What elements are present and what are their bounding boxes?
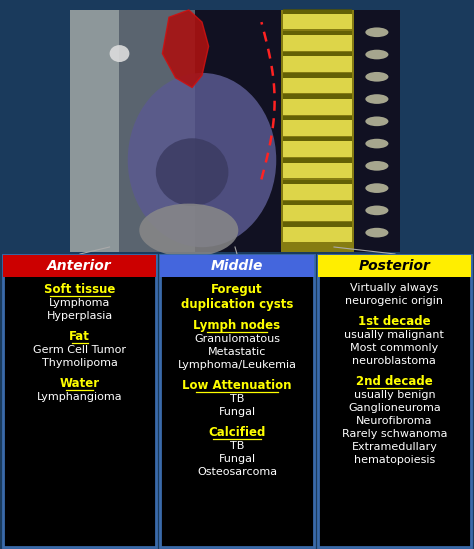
- Text: Calcified: Calcified: [208, 426, 266, 439]
- Ellipse shape: [156, 138, 228, 206]
- Bar: [283, 180, 352, 184]
- Text: Posterior: Posterior: [358, 259, 430, 273]
- Bar: [70, 10, 400, 252]
- Ellipse shape: [365, 161, 389, 171]
- Bar: [283, 94, 352, 99]
- Bar: [283, 56, 352, 72]
- Text: Extramedullary: Extramedullary: [351, 442, 438, 452]
- Polygon shape: [163, 10, 209, 87]
- Text: Metastatic: Metastatic: [208, 347, 266, 357]
- Bar: [283, 35, 352, 51]
- Ellipse shape: [365, 228, 389, 238]
- Text: 2nd decade: 2nd decade: [356, 375, 433, 388]
- Bar: [3, 255, 156, 277]
- Text: Thymolipoma: Thymolipoma: [42, 358, 118, 368]
- Text: hematopoiesis: hematopoiesis: [354, 455, 435, 465]
- Bar: [70, 10, 195, 252]
- Bar: [283, 205, 352, 221]
- Text: Ganglioneuroma: Ganglioneuroma: [348, 403, 441, 413]
- Ellipse shape: [139, 204, 238, 257]
- Bar: [283, 31, 352, 35]
- Text: TB: TB: [230, 441, 244, 451]
- Text: Lymphoma/Leukemia: Lymphoma/Leukemia: [177, 360, 297, 370]
- Text: usually benign: usually benign: [354, 390, 435, 400]
- Bar: [283, 137, 352, 142]
- Text: duplication cysts: duplication cysts: [181, 298, 293, 311]
- Text: Germ Cell Tumor: Germ Cell Tumor: [33, 345, 126, 355]
- Text: neurogenic origin: neurogenic origin: [346, 296, 443, 306]
- Text: Virtually always: Virtually always: [350, 283, 438, 293]
- Ellipse shape: [365, 183, 389, 193]
- Text: Neurofibroma: Neurofibroma: [356, 416, 433, 426]
- Text: Middle: Middle: [211, 259, 263, 273]
- Bar: [3, 255, 156, 547]
- Text: usually malignant: usually malignant: [345, 330, 444, 340]
- Ellipse shape: [365, 72, 389, 82]
- Text: Hyperplasia: Hyperplasia: [46, 311, 113, 321]
- Text: Lymph nodes: Lymph nodes: [193, 319, 281, 332]
- Ellipse shape: [365, 27, 389, 37]
- Text: Rarely schwanoma: Rarely schwanoma: [342, 429, 447, 439]
- Bar: [283, 116, 352, 120]
- Bar: [70, 10, 119, 252]
- Text: Water: Water: [60, 377, 100, 390]
- Ellipse shape: [365, 94, 389, 104]
- Ellipse shape: [365, 50, 389, 59]
- Bar: [283, 14, 352, 29]
- Text: Most commonly: Most commonly: [350, 343, 438, 353]
- Ellipse shape: [365, 139, 389, 148]
- Bar: [283, 227, 352, 242]
- Bar: [283, 77, 352, 93]
- Text: TB: TB: [230, 394, 244, 404]
- Bar: [160, 255, 314, 547]
- Bar: [283, 158, 352, 163]
- Bar: [318, 255, 471, 547]
- Text: Anterior: Anterior: [47, 259, 112, 273]
- Text: 1st decade: 1st decade: [358, 315, 431, 328]
- Text: Osteosarcoma: Osteosarcoma: [197, 467, 277, 477]
- Text: neuroblastoma: neuroblastoma: [352, 356, 436, 366]
- Ellipse shape: [109, 45, 129, 62]
- Text: Granulomatous: Granulomatous: [194, 334, 280, 344]
- Bar: [160, 255, 314, 277]
- Text: Lymphangioma: Lymphangioma: [37, 392, 122, 402]
- Ellipse shape: [128, 73, 276, 247]
- Text: Foregut: Foregut: [211, 283, 263, 296]
- Text: Low Attenuation: Low Attenuation: [182, 379, 292, 392]
- Bar: [318, 255, 471, 277]
- Ellipse shape: [365, 205, 389, 215]
- Text: Lymphoma: Lymphoma: [49, 298, 110, 308]
- Bar: [283, 52, 352, 56]
- Text: Soft tissue: Soft tissue: [44, 283, 115, 296]
- Bar: [283, 163, 352, 178]
- Text: Fat: Fat: [69, 330, 90, 343]
- Bar: [283, 120, 352, 136]
- Ellipse shape: [365, 116, 389, 126]
- Bar: [283, 142, 352, 157]
- Bar: [283, 9, 352, 14]
- Text: Fungal: Fungal: [219, 454, 255, 464]
- Bar: [283, 201, 352, 205]
- Bar: [281, 10, 354, 252]
- Bar: [283, 99, 352, 115]
- Bar: [283, 73, 352, 77]
- Text: Fungal: Fungal: [219, 407, 255, 417]
- Bar: [283, 184, 352, 200]
- Bar: [283, 222, 352, 227]
